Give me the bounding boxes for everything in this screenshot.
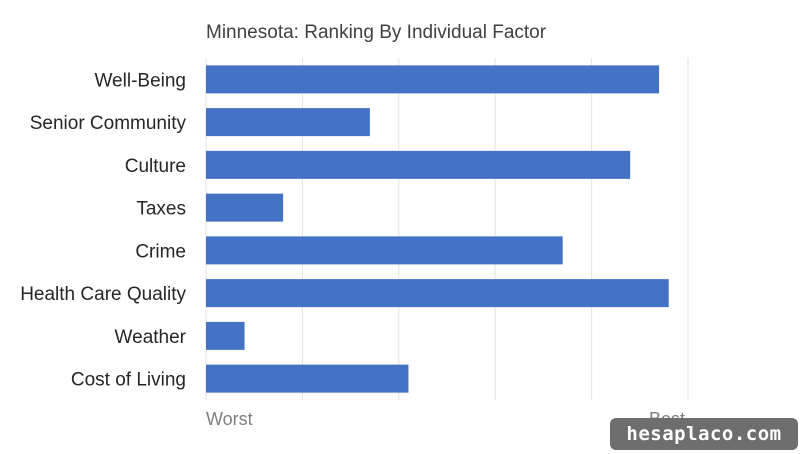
bar-taxes — [206, 193, 284, 222]
x-tick-label-worst: Worst — [206, 409, 253, 429]
watermark: hesaplaco.com — [610, 418, 798, 450]
category-labels: Well-Being Senior Community Culture Taxes Cr… — [20, 70, 186, 390]
chart-title: Minnesota: Ranking By Individual Factor — [206, 22, 547, 43]
category-label: Health Care Quality — [20, 284, 186, 305]
category-label: Crime — [135, 241, 186, 262]
bar-well-being — [206, 65, 660, 94]
category-label: Senior Community — [30, 113, 187, 134]
bar-crime — [206, 236, 563, 265]
category-label: Taxes — [136, 199, 186, 220]
category-label: Well-Being — [94, 70, 186, 91]
bar-weather — [206, 321, 245, 350]
bar-health-care-quality — [206, 279, 669, 308]
category-label: Weather — [115, 327, 187, 348]
bar-culture — [206, 150, 631, 179]
category-label: Cost of Living — [71, 370, 186, 391]
bar-cost-of-living — [206, 364, 409, 393]
bars — [206, 65, 669, 393]
bar-senior-community — [206, 108, 370, 137]
category-label: Culture — [125, 156, 186, 177]
